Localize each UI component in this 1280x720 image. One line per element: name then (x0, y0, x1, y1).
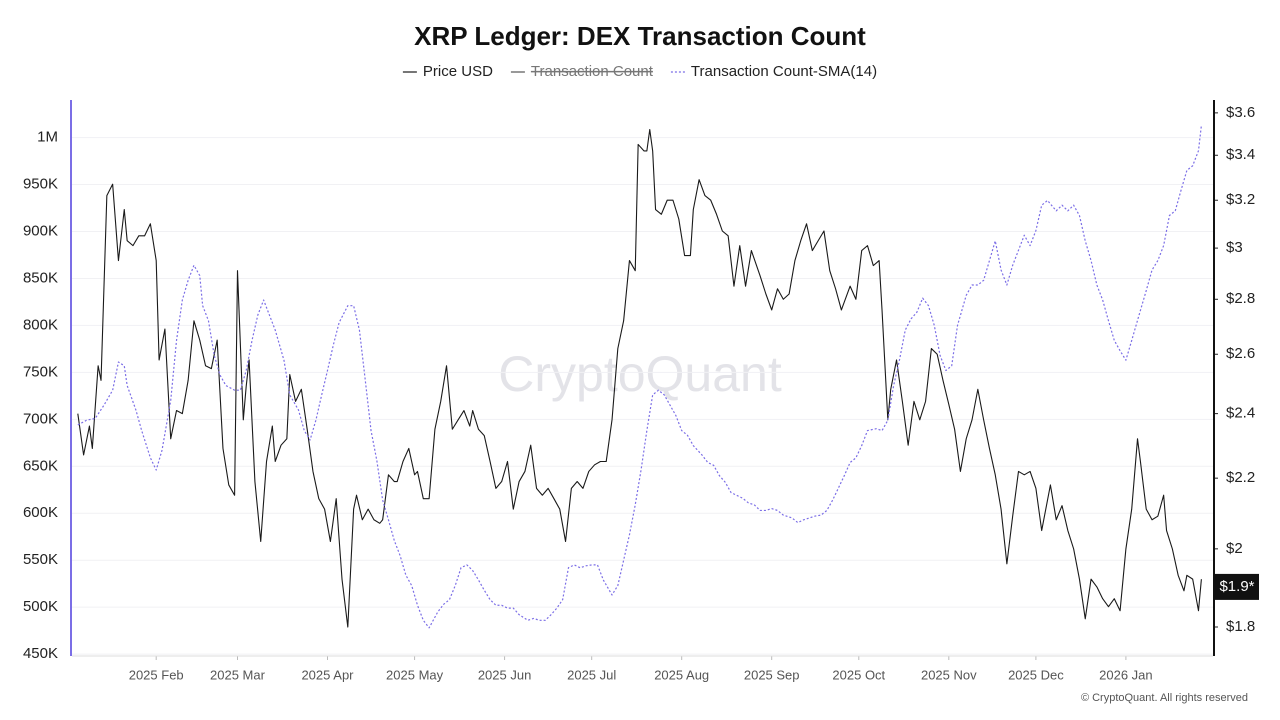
price-tag (1215, 573, 1259, 600)
y2-tick-label: $3 (1226, 239, 1243, 256)
y-tick-label: 1M (37, 129, 58, 146)
x-tick-label: 2025 Oct (832, 667, 885, 682)
source-note: © CryptoQuant. All rights reserved (1081, 692, 1248, 704)
x-tick-label: 2025 Feb (129, 667, 184, 682)
legend-label: Transaction Count-SMA(14) (691, 63, 877, 80)
x-tick-label: 2025 Apr (301, 667, 354, 682)
y2-tick-label: $3.2 (1226, 191, 1255, 208)
x-tick-label: 2025 Jun (478, 667, 532, 682)
y2-tick-label: $2.8 (1226, 290, 1255, 307)
legend-label: Price USD (423, 63, 493, 80)
y-tick-label: 550K (23, 551, 58, 568)
y2-tick-label: $3.6 (1226, 104, 1255, 121)
chart-title: XRP Ledger: DEX Transaction Count (414, 21, 866, 51)
y-tick-label: 850K (23, 269, 58, 286)
legend-item: Transaction Count-SMA(14) (670, 63, 877, 80)
y-tick-label: 700K (23, 410, 58, 427)
x-tick-label: 2025 Nov (921, 667, 977, 682)
x-tick-label: 2025 Mar (210, 667, 266, 682)
y-tick-label: 800K (23, 316, 58, 333)
x-tick-label: 2025 Jul (567, 667, 616, 682)
y2-tick-label: $1.8 (1226, 618, 1255, 635)
legend-item: Transaction Count (510, 63, 654, 80)
legend-label: Transaction Count (531, 63, 654, 80)
x-tick-label: 2026 Jan (1099, 667, 1153, 682)
y2-tick-label: $2.4 (1226, 405, 1255, 422)
legend: Price USD Transaction Count Transaction Co… (402, 63, 877, 80)
price-tag-label: $1.9* (1219, 578, 1254, 595)
y2-tick-label: $2.6 (1226, 345, 1255, 362)
series-line (77, 128, 1202, 628)
legend-item: Price USD (402, 63, 493, 80)
y-tick-label: 600K (23, 504, 58, 521)
series-line (77, 125, 1202, 629)
y-tick-label: 950K (23, 175, 58, 192)
y-tick-label: 650K (23, 457, 58, 474)
y2-tick-label: $2.2 (1226, 469, 1255, 486)
y-tick-label: 450K (23, 645, 58, 662)
x-tick-label: 2025 Aug (654, 667, 709, 682)
x-tick-label: 2025 May (386, 667, 444, 682)
x-tick-label: 2025 Sep (744, 667, 800, 682)
watermark: CryptoQuant (498, 346, 782, 402)
y2-tick-label: $2 (1226, 540, 1243, 557)
x-tick-label: 2025 Dec (1008, 667, 1064, 682)
y-tick-label: 900K (23, 222, 58, 239)
y2-tick-label: $3.4 (1226, 146, 1255, 163)
y-tick-label: 500K (23, 598, 58, 615)
y-tick-label: 750K (23, 363, 58, 380)
